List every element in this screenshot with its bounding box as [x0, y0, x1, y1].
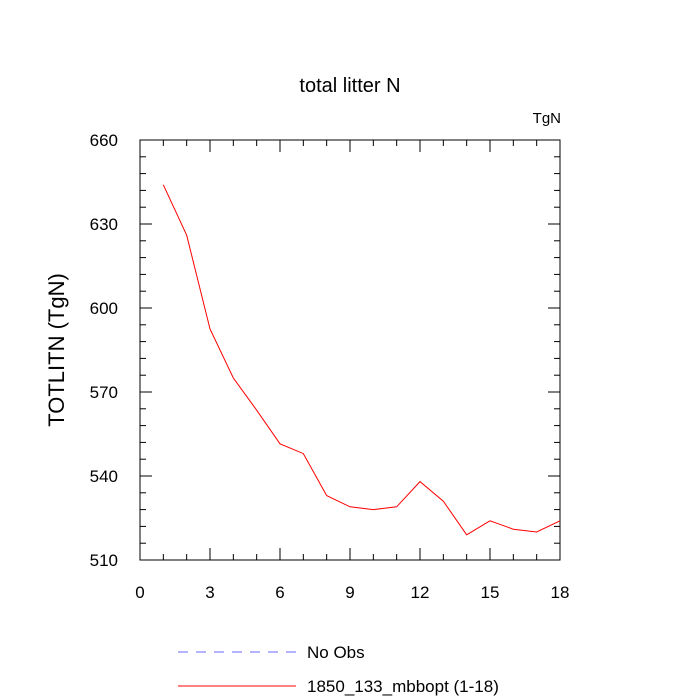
axis-tick-labels: 0 3 6 9 12 15 18 510 540 570 600 630 660	[90, 131, 570, 602]
y-tick-label: 510	[90, 551, 118, 570]
x-tick-label: 0	[135, 583, 144, 602]
series-line	[162, 184, 561, 536]
axis-ticks	[139, 139, 561, 561]
x-tick-label: 18	[551, 583, 570, 602]
plot-frame	[139, 139, 561, 561]
x-tick-label: 6	[275, 583, 284, 602]
y-tick-label: 570	[90, 383, 118, 402]
y-tick-label: 540	[90, 467, 118, 486]
chart-title: total litter N	[299, 75, 400, 97]
x-tick-label: 12	[411, 583, 430, 602]
legend-label: 1850_133_mbbopt (1-18)	[307, 677, 499, 696]
y-tick-label: 630	[90, 215, 118, 234]
x-tick-label: 15	[481, 583, 500, 602]
x-tick-label: 3	[205, 583, 214, 602]
series-layer	[162, 184, 561, 536]
y-tick-label: 600	[90, 299, 118, 318]
legend: No Obs 1850_133_mbbopt (1-18)	[178, 643, 499, 696]
legend-label: No Obs	[307, 643, 365, 662]
units-label: TgN	[533, 110, 561, 127]
y-tick-label: 660	[90, 131, 118, 150]
x-tick-label: 9	[345, 583, 354, 602]
y-axis-label: TOTLITN (TgN)	[44, 273, 69, 427]
